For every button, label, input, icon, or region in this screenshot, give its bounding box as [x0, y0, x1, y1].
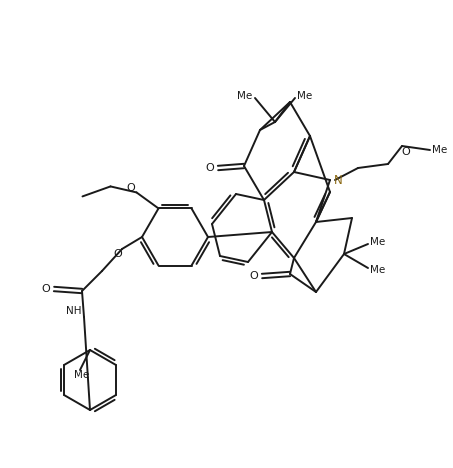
- Text: O: O: [42, 284, 50, 294]
- Text: O: O: [206, 163, 214, 173]
- Text: O: O: [114, 249, 122, 259]
- Text: Me: Me: [432, 145, 448, 155]
- Text: N: N: [333, 174, 342, 187]
- Text: O: O: [126, 183, 135, 193]
- Text: Me: Me: [74, 370, 90, 380]
- Text: O: O: [250, 271, 258, 281]
- Text: NH: NH: [66, 306, 82, 316]
- Text: Me: Me: [237, 91, 253, 101]
- Text: Me: Me: [297, 91, 313, 101]
- Text: O: O: [402, 147, 410, 157]
- Text: Me: Me: [371, 265, 386, 275]
- Text: Me: Me: [371, 237, 386, 247]
